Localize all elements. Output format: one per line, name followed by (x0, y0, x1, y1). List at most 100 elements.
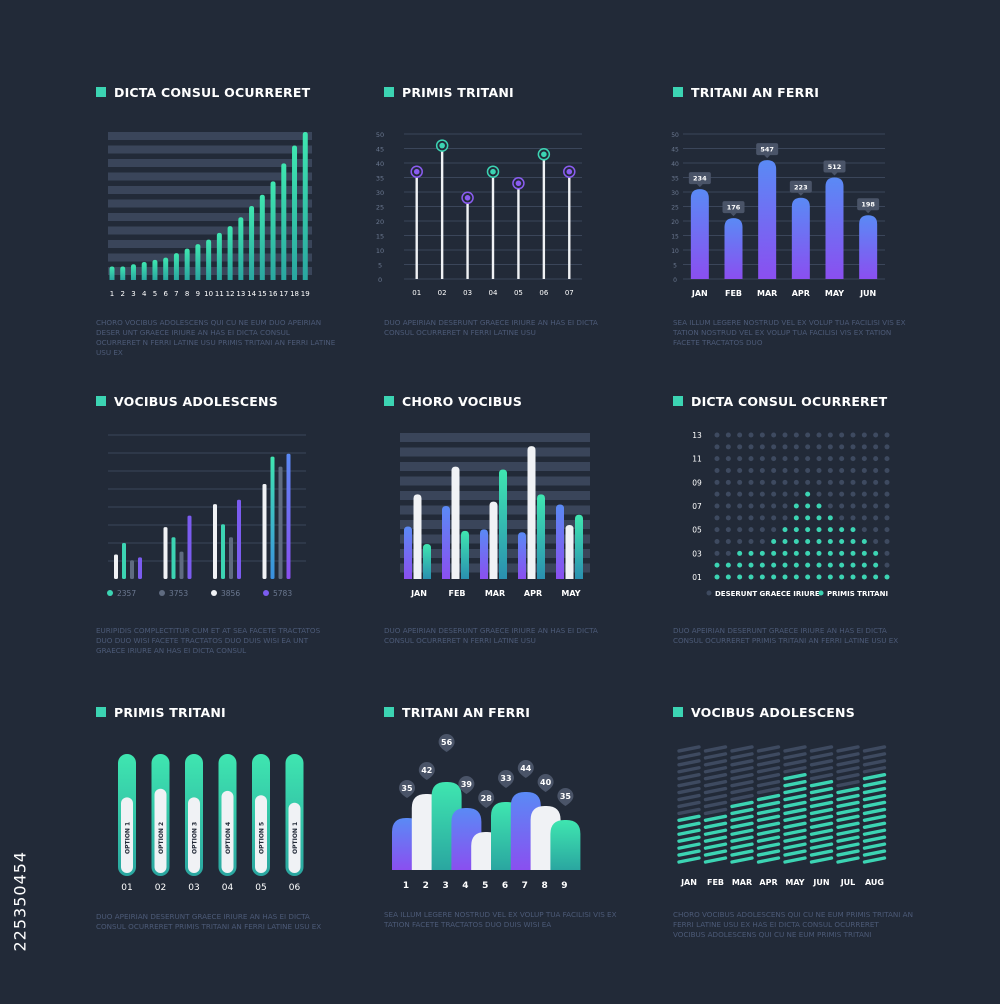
x-tick-label: 2 (423, 881, 429, 891)
x-tick-label: 05 (255, 883, 266, 893)
dot (850, 539, 856, 544)
value-badge (756, 143, 779, 156)
dot (793, 574, 799, 580)
panel-4: VOCIBUS ADOLESCENS 2357 3753 3856 5783 EURI… (96, 393, 366, 693)
stripe (862, 849, 887, 857)
dot (884, 515, 890, 521)
dot (861, 503, 867, 509)
bar (461, 530, 469, 579)
panel-title-text: DICTA CONSUL OCURRERET (114, 84, 311, 100)
stripe (756, 766, 781, 774)
stripe (862, 821, 887, 829)
legend-dot (107, 590, 113, 596)
dot (850, 550, 856, 556)
stripe (703, 752, 728, 760)
side-id: 225350454 (2, 762, 42, 962)
stripe (677, 786, 701, 795)
stripe (809, 828, 834, 836)
badge-pointer (865, 210, 872, 214)
stripe (730, 849, 754, 857)
dot (771, 479, 777, 485)
bar (556, 504, 564, 579)
stripe (783, 766, 807, 774)
stripe (677, 773, 701, 781)
dot (839, 479, 845, 485)
stripe (730, 842, 754, 850)
data-label: 28 (481, 794, 493, 803)
dot (782, 562, 788, 568)
stripe (862, 828, 887, 836)
stripe (677, 745, 701, 753)
dot (839, 432, 845, 438)
dot (759, 515, 765, 521)
stripe (730, 800, 754, 809)
stripe (836, 745, 860, 753)
dot (793, 432, 799, 438)
data-label: 223 (794, 183, 808, 191)
x-tick-label: 15 (258, 290, 267, 298)
y-tick-label: 20 (671, 219, 679, 226)
value-pin (557, 788, 574, 806)
dot (816, 468, 822, 473)
dot (861, 515, 867, 521)
dot (793, 562, 799, 568)
badge-pointer (831, 172, 838, 176)
stripe (783, 828, 807, 836)
dot (714, 539, 720, 544)
point (413, 168, 420, 175)
stripe (703, 800, 728, 809)
dot (737, 491, 743, 497)
dot (782, 432, 788, 438)
dot (839, 491, 845, 497)
dot (737, 432, 743, 438)
y-tick-label: 01 (692, 573, 702, 582)
dot (827, 432, 833, 438)
dot (759, 479, 765, 485)
capsule-fill (188, 797, 200, 873)
dot (782, 468, 788, 473)
stripe (783, 752, 807, 760)
bar (413, 494, 422, 579)
bar (171, 537, 176, 579)
x-tick-label: 04 (222, 883, 234, 893)
stripe (756, 745, 781, 753)
title-square-icon (384, 707, 394, 717)
dot (725, 574, 731, 580)
dot (714, 444, 720, 450)
value-pin (418, 762, 435, 780)
stripe (809, 800, 834, 809)
stripe (783, 842, 807, 850)
y-tick-label: 25 (671, 205, 679, 212)
data-label: 547 (760, 146, 774, 154)
value-pin (478, 790, 495, 808)
dot (861, 479, 867, 485)
dot (827, 503, 833, 509)
bar (451, 466, 460, 579)
dot (759, 503, 765, 509)
stripe (677, 828, 701, 836)
panel-6: DICTA CONSUL OCURRERET 01 03 05 07 09 11 13 DES… (673, 393, 943, 693)
dot (816, 574, 822, 580)
stripe (862, 786, 887, 795)
x-tick-label: 17 (279, 290, 288, 298)
chart-3: 0 5 10 15 20 25 30 35 40 45 50 234 JAN 176 FEB 547 MAR 22… (671, 132, 885, 298)
point (515, 180, 522, 187)
bar (152, 259, 158, 280)
stripe (862, 807, 887, 816)
x-tick-label: 03 (463, 289, 472, 297)
stripe (730, 766, 754, 774)
panel-title: DICTA CONSUL OCURRERET (673, 393, 887, 409)
stripe (783, 793, 807, 802)
dot (759, 527, 765, 533)
dot (725, 456, 731, 462)
stripe (809, 814, 834, 823)
dot (793, 527, 799, 533)
stripe (809, 745, 834, 753)
dot (793, 456, 799, 462)
stripe (836, 814, 860, 823)
dot (759, 456, 765, 462)
bar (229, 537, 233, 579)
stripe (703, 814, 728, 823)
bar (221, 524, 225, 579)
